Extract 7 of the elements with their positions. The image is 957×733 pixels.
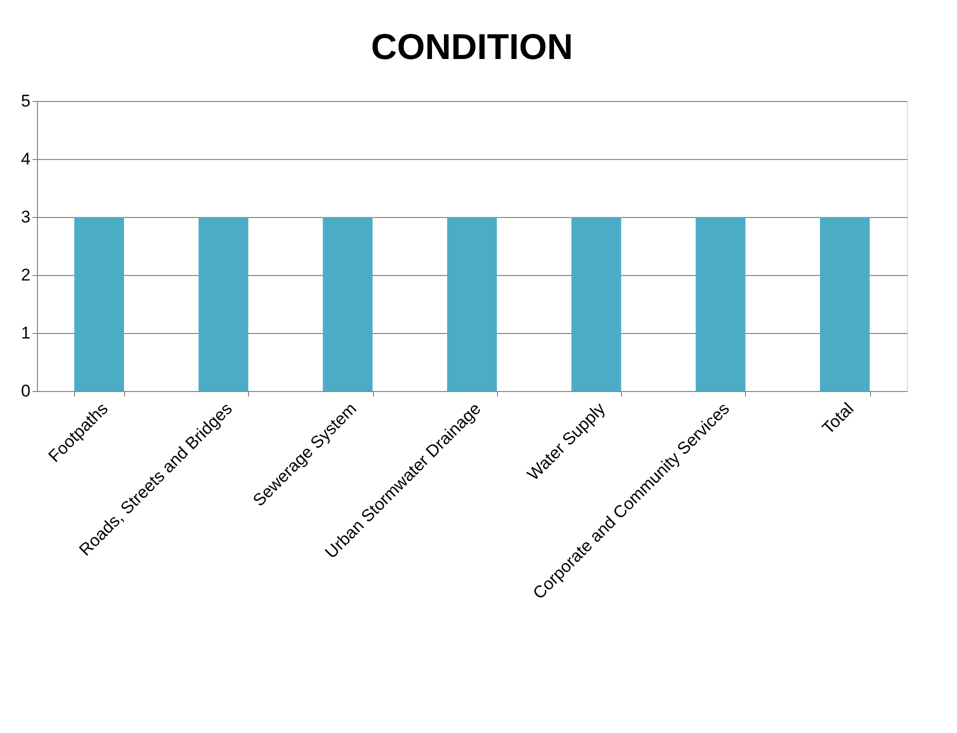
chart-title: CONDITION [371, 26, 573, 67]
y-tick-label: 2 [21, 266, 30, 284]
y-tick-label: 3 [21, 208, 30, 226]
y-tick-label: 0 [21, 382, 30, 400]
y-tick-label: 5 [21, 92, 30, 110]
y-tick-label: 4 [21, 150, 30, 168]
y-tick-label: 1 [21, 324, 30, 342]
